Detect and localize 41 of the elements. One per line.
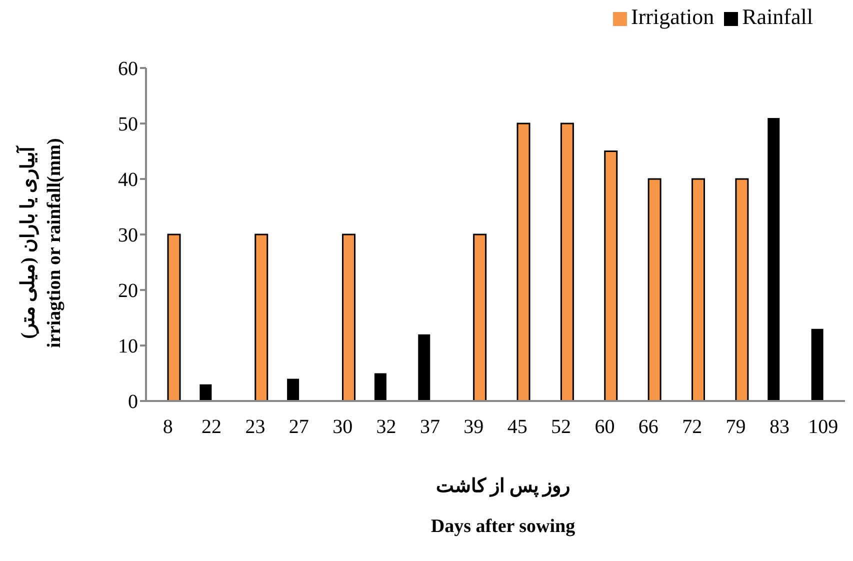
y-tick-label: 10: [118, 336, 138, 358]
x-tick-label: 79: [726, 416, 746, 438]
bar: [692, 178, 705, 401]
x-tick-label: 27: [288, 416, 309, 438]
bar: [342, 234, 356, 401]
legend-label: Irrigation: [631, 4, 714, 29]
bar: [735, 178, 749, 401]
bar: [516, 122, 530, 401]
y-tick-label: 30: [118, 224, 138, 247]
bar: [418, 334, 430, 401]
y-tick-label: 40: [118, 169, 138, 192]
x-tick-label: 23: [245, 416, 266, 438]
bar: [167, 234, 181, 401]
x-tick-label: 66: [638, 416, 658, 438]
bar: [200, 384, 212, 401]
x-tick-label: 109: [808, 416, 838, 438]
x-tick-label: 39: [464, 416, 484, 438]
bar: [648, 178, 662, 401]
bar: [287, 378, 300, 401]
x-tick-label: 22: [202, 416, 222, 438]
x-tick-label: 83: [769, 416, 790, 438]
bar: [768, 118, 780, 401]
bar: [254, 234, 268, 401]
x-tick-label: 32: [376, 416, 396, 438]
x-tick-label: 60: [594, 416, 615, 438]
x-tick-label: 8: [162, 416, 173, 438]
x-tick-label: 30: [332, 416, 353, 438]
legend-label: Rainfall: [742, 4, 813, 29]
bar: [604, 150, 618, 401]
bar: [811, 328, 824, 401]
bar: [374, 373, 386, 401]
bar: [473, 234, 487, 401]
y-tick-label: 60: [118, 58, 138, 80]
y-tick-label: 50: [118, 114, 138, 136]
y-tick-label: 20: [118, 280, 138, 302]
x-tick-label: 52: [551, 416, 572, 438]
x-tick-label: 37: [420, 416, 440, 438]
y-tick-label: 0: [128, 391, 138, 414]
bar: [560, 122, 574, 401]
x-tick-label: 45: [507, 416, 528, 438]
x-tick-label: 72: [682, 416, 702, 438]
